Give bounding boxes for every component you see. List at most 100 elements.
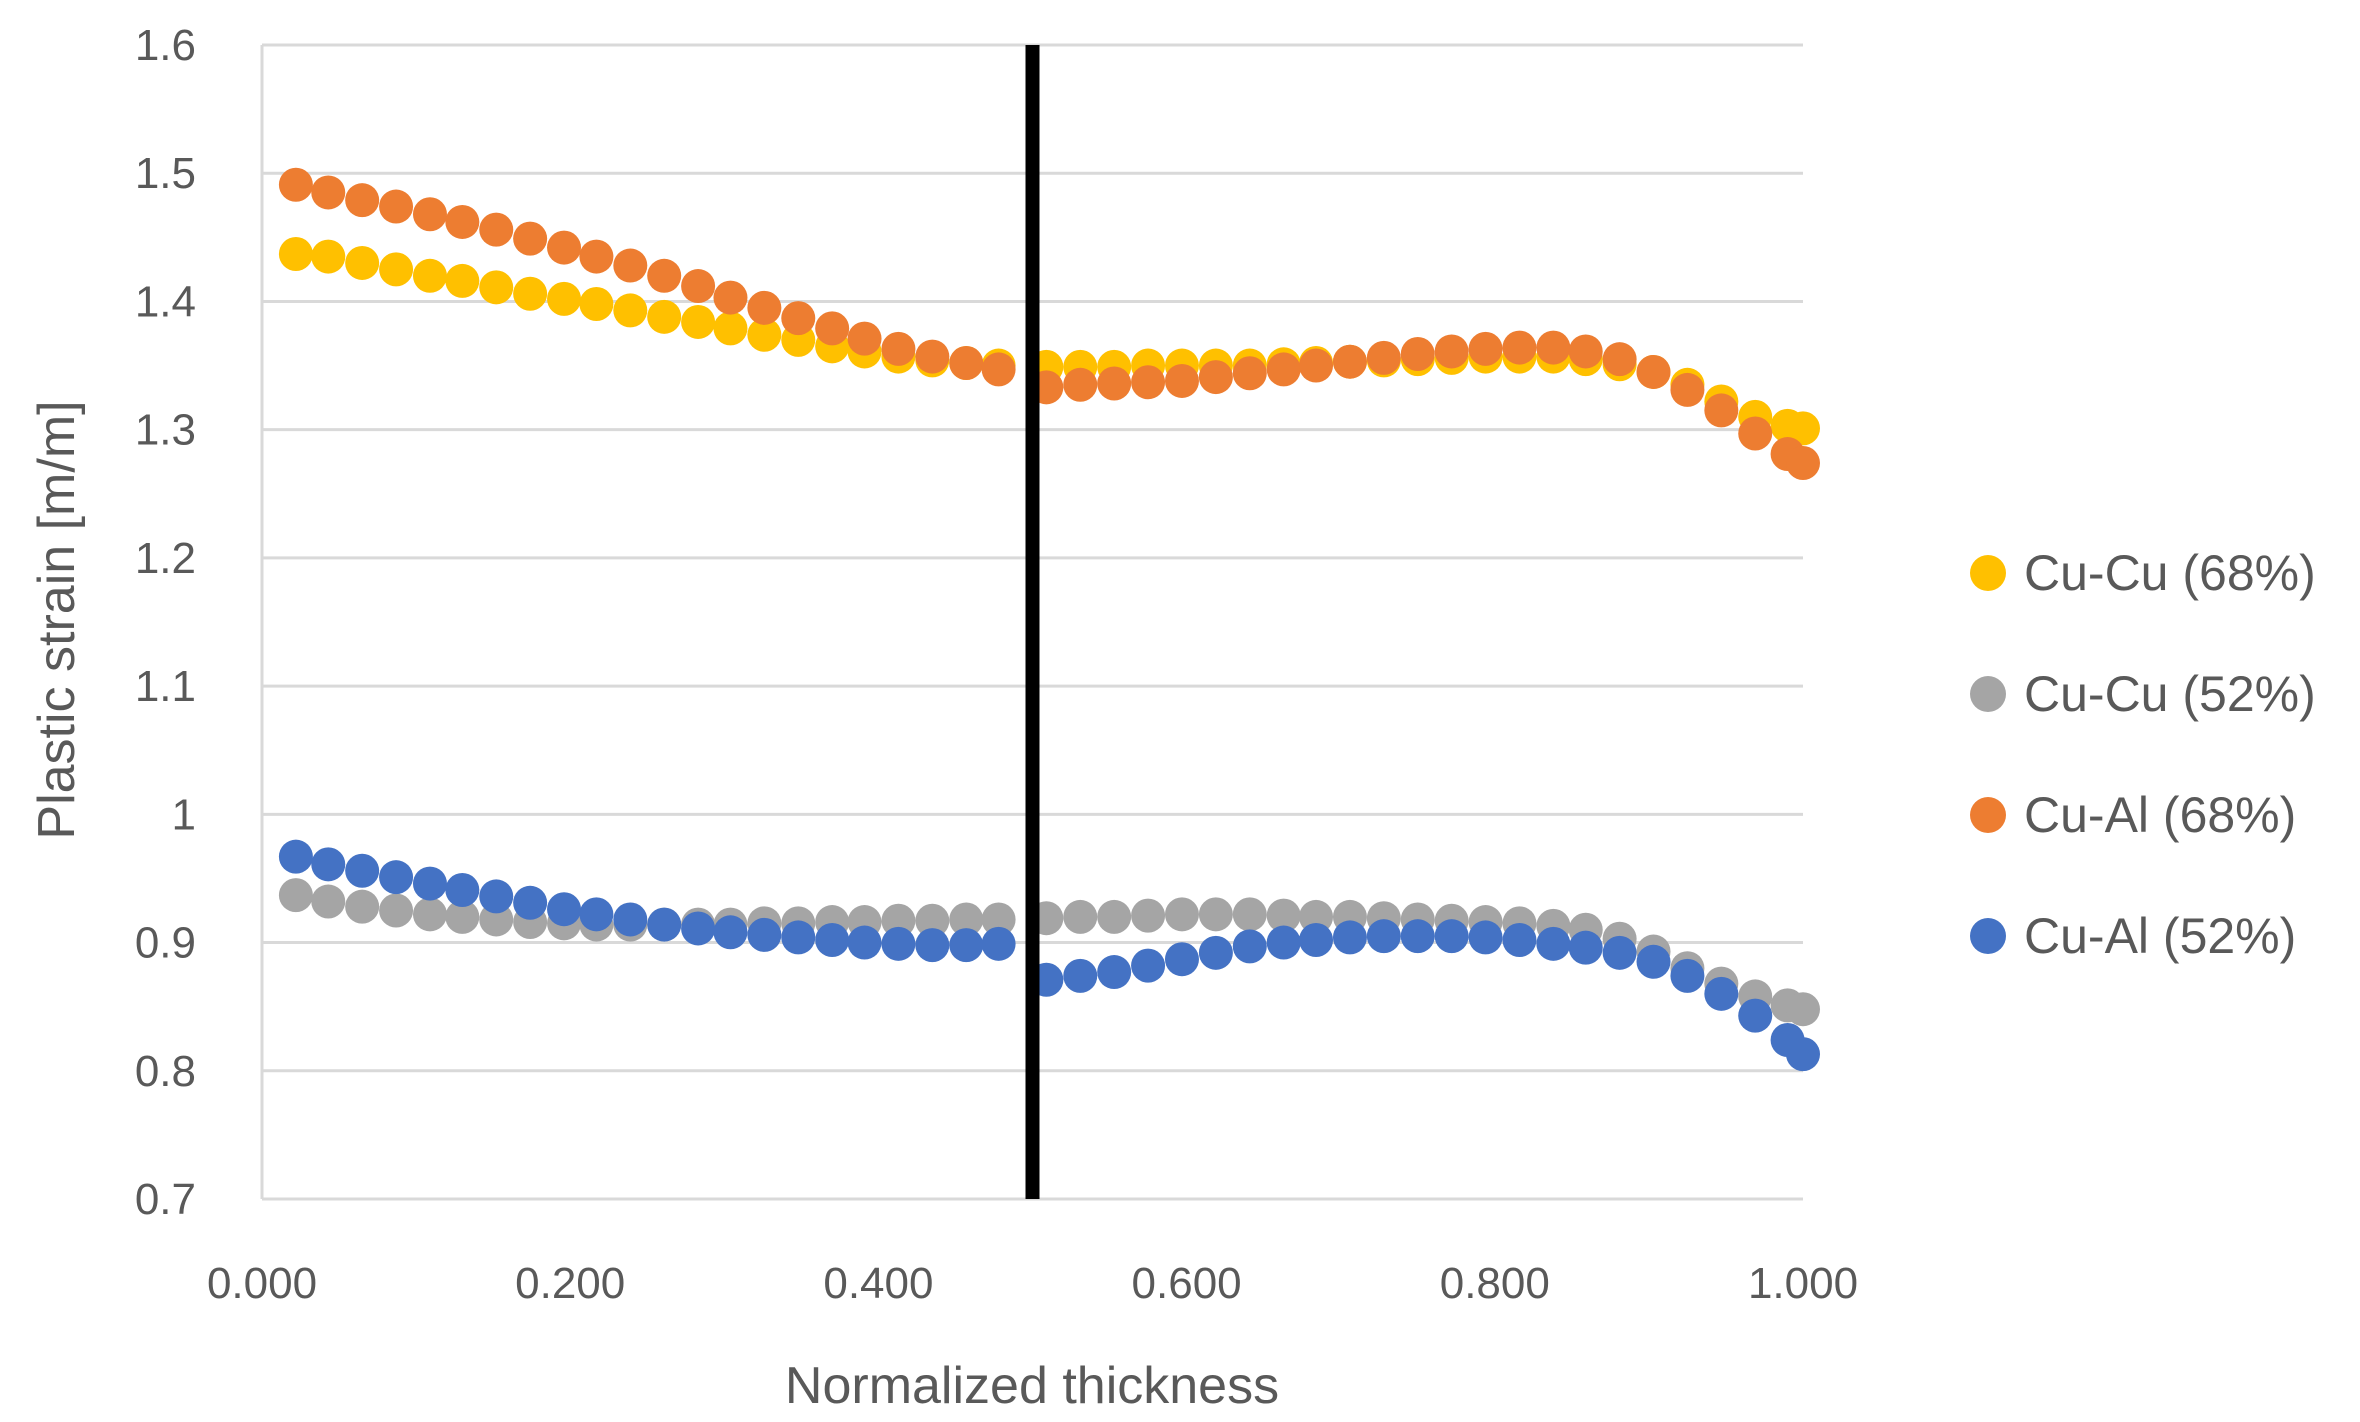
data-point	[1502, 922, 1537, 957]
data-point	[747, 917, 782, 952]
data-point	[1063, 367, 1098, 402]
y-tick-label: 0.7	[135, 1175, 196, 1224]
data-point	[1502, 330, 1537, 365]
data-point	[445, 263, 480, 298]
x-tick-label: 1.000	[1748, 1259, 1858, 1308]
data-point	[915, 339, 950, 374]
data-point	[1602, 342, 1637, 377]
data-point	[713, 280, 748, 315]
x-axis-ticks: 0.000 0.200 0.400 0.600 0.800 1.000	[207, 1259, 1858, 1308]
data-point	[949, 928, 984, 963]
data-point	[1131, 365, 1166, 400]
data-point	[1198, 897, 1233, 932]
data-point	[579, 897, 614, 932]
data-point	[513, 221, 548, 256]
x-tick-label: 0.600	[1132, 1259, 1242, 1308]
data-point	[278, 839, 313, 874]
data-point	[1636, 354, 1671, 389]
data-point	[1299, 922, 1334, 957]
data-point	[1400, 337, 1435, 372]
y-tick-label: 1.5	[135, 149, 196, 198]
data-point	[681, 269, 716, 304]
data-point	[1738, 416, 1773, 451]
data-point	[747, 290, 782, 325]
data-point	[781, 920, 816, 955]
data-point	[1400, 919, 1435, 954]
data-point	[1097, 899, 1132, 934]
x-tick-label: 0.800	[1440, 1259, 1550, 1308]
data-point	[949, 902, 984, 937]
data-point	[981, 902, 1016, 937]
data-point	[1164, 363, 1199, 398]
data-point	[278, 237, 313, 272]
data-point	[1266, 898, 1301, 933]
data-point	[345, 889, 380, 924]
y-tick-label: 1.2	[135, 534, 196, 583]
data-point	[412, 197, 447, 232]
data-point	[1434, 919, 1469, 954]
data-point	[311, 847, 346, 882]
legend: Cu-Cu (68%) Cu-Cu (52%) Cu-Al (68%) Cu-Al (…	[1970, 545, 2316, 964]
data-point	[713, 915, 748, 950]
data-point	[981, 352, 1016, 387]
data-point	[1704, 976, 1739, 1011]
data-point	[479, 212, 514, 247]
data-point	[1198, 360, 1233, 395]
data-point	[747, 317, 782, 352]
data-point	[1232, 929, 1267, 964]
y-tick-label: 1.4	[135, 277, 196, 326]
x-tick-label: 0.000	[207, 1259, 317, 1308]
data-point	[1164, 942, 1199, 977]
y-tick-label: 0.9	[135, 919, 196, 968]
y-tick-label: 1.3	[135, 406, 196, 455]
data-point	[412, 258, 447, 293]
data-point	[1266, 925, 1301, 960]
data-point	[547, 281, 582, 316]
data-point	[647, 299, 682, 334]
data-point	[1536, 330, 1571, 365]
data-point	[513, 276, 548, 311]
data-point	[1536, 926, 1571, 961]
data-point	[579, 239, 614, 274]
data-point	[647, 258, 682, 293]
legend-marker	[1970, 918, 2006, 954]
data-point	[1232, 897, 1267, 932]
data-point	[1602, 935, 1637, 970]
x-tick-label: 0.400	[823, 1259, 933, 1308]
x-tick-label: 0.200	[515, 1259, 625, 1308]
data-point	[949, 345, 984, 380]
data-point	[1198, 935, 1233, 970]
data-point	[815, 922, 850, 957]
data-point	[1786, 446, 1820, 481]
data-point	[379, 893, 414, 928]
data-point	[915, 928, 950, 963]
data-points	[278, 167, 1820, 1072]
legend-label: Cu-Cu (68%)	[2024, 545, 2316, 601]
data-point	[345, 245, 380, 280]
data-point	[479, 879, 514, 914]
data-point	[1332, 344, 1367, 379]
data-point	[1786, 411, 1820, 446]
data-point	[379, 860, 414, 895]
y-tick-label: 1.6	[135, 21, 196, 70]
data-point	[379, 189, 414, 224]
y-tick-label: 0.8	[135, 1047, 196, 1096]
data-point	[1366, 340, 1401, 375]
data-point	[1786, 992, 1820, 1027]
data-point	[713, 311, 748, 346]
data-point	[579, 287, 614, 322]
data-point	[1568, 930, 1603, 965]
data-point	[1468, 331, 1503, 366]
data-point	[311, 239, 346, 274]
data-point	[1738, 998, 1773, 1033]
data-point	[613, 248, 648, 283]
data-point	[915, 903, 950, 938]
data-point	[815, 311, 850, 346]
data-point	[1332, 920, 1367, 955]
data-point	[847, 321, 882, 356]
y-tick-label: 1	[172, 790, 196, 839]
data-point	[445, 204, 480, 239]
data-point	[1636, 944, 1671, 979]
y-axis-ticks: 0.7 0.8 0.9 1 1.1 1.2 1.3 1.4 1.5 1.6	[135, 21, 196, 1224]
y-tick-label: 1.1	[135, 662, 196, 711]
